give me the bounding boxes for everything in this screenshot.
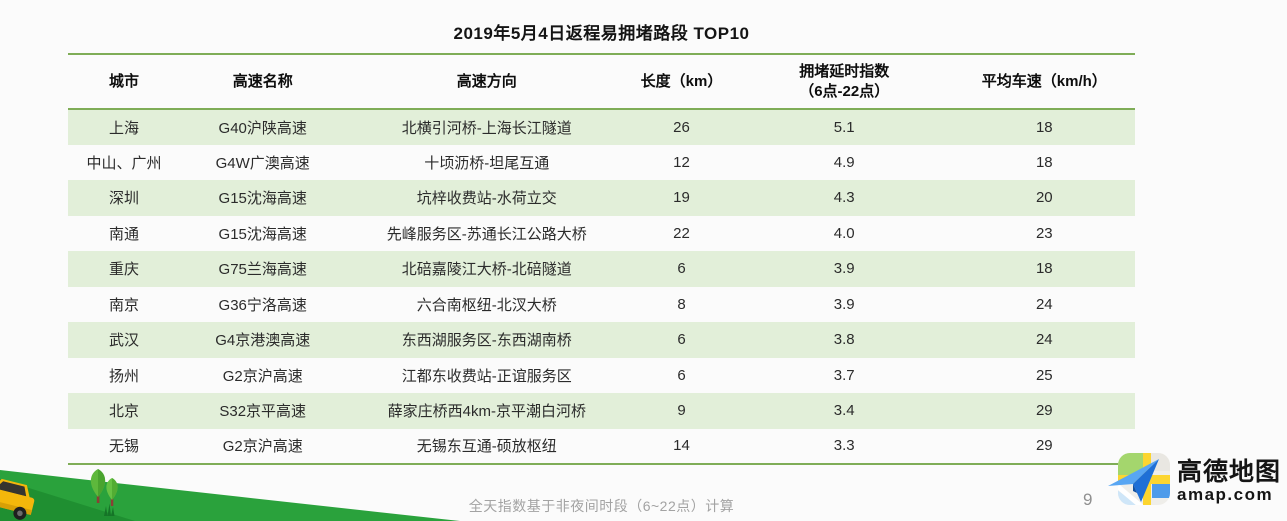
table-row: 扬州 G2京沪高速 江都东收费站-正谊服务区 6 3.7 25 <box>68 358 1135 394</box>
table-cell: 12 <box>673 153 690 171</box>
table-cell: 8 <box>677 295 686 313</box>
table-row: 上海 G40沪陕高速 北横引河桥-上海长江隧道 26 5.1 18 <box>68 109 1135 145</box>
table-cell: 26 <box>673 118 690 136</box>
table-cell: 4.0 <box>833 224 855 242</box>
table-cell: 十顷沥桥-坦尾互通 <box>424 154 550 172</box>
table-cell: 无锡 <box>109 438 140 456</box>
table-cell: 北横引河桥-上海长江隧道 <box>401 119 572 137</box>
table-cell: 5.1 <box>833 118 855 136</box>
table-cell: 25 <box>1035 366 1053 384</box>
table-cell: 无锡东互通-硕放枢纽 <box>416 438 557 456</box>
table-cell: 薛家庄桥西4km-京平潮白河桥 <box>387 403 586 421</box>
table-cell: G4京港澳高速 <box>215 332 311 350</box>
paper-plane-icon <box>1108 459 1159 502</box>
table-cell: G36宁洛高速 <box>218 296 307 314</box>
table-header: 城市 高速名称 高速方向 长度（km） 拥堵延时指数 （6点-22点） 平均车速（km/h） <box>68 54 1135 109</box>
table-cell: G2京沪高速 <box>222 438 303 456</box>
page-title: 2019年5月4日返程易拥堵路段 TOP10 <box>453 24 750 43</box>
amap-map-plane-icon <box>1108 453 1170 505</box>
table-cell: 北京 <box>109 403 140 421</box>
table-row: 南京 G36宁洛高速 六合南枢纽-北汊大桥 8 3.9 24 <box>68 287 1135 323</box>
table-cell: 南京 <box>109 296 140 314</box>
table-cell: 扬州 <box>109 367 140 385</box>
congestion-table: 城市 高速名称 高速方向 长度（km） 拥堵延时指数 （6点-22点） 平均车速（km/h）… <box>68 53 1135 465</box>
table-cell: 3.8 <box>833 331 855 349</box>
amap-logo-text: 高德地图 amap.com <box>1177 457 1282 505</box>
table-row: 武汉 G4京港澳高速 东西湖服务区-东西湖南桥 6 3.8 24 <box>68 322 1135 358</box>
table-cell: 深圳 <box>109 190 140 208</box>
table-cell: 北碚嘉陵江大桥-北碚隧道 <box>401 261 572 279</box>
table-cell: 20 <box>1035 189 1053 207</box>
table-cell: 江都东收费站-正谊服务区 <box>401 367 572 385</box>
table-cell: 24 <box>1035 331 1053 349</box>
table-row: 重庆 G75兰海高速 北碚嘉陵江大桥-北碚隧道 6 3.9 18 <box>68 251 1135 287</box>
amap-logo: 高德地图 amap.com <box>1106 451 1281 513</box>
table-row: 中山、广州 G4W广澳高速 十顷沥桥-坦尾互通 12 4.9 18 <box>68 145 1135 181</box>
table-cell: 南通 <box>109 225 140 243</box>
table-cell: 29 <box>1035 437 1053 455</box>
table-cell: 先峰服务区-苏通长江公路大桥 <box>386 225 587 243</box>
table-cell: 3.9 <box>833 260 855 278</box>
table-cell: S32京平高速 <box>219 403 307 421</box>
table-cell: 上海 <box>109 119 140 137</box>
table-cell: 中山、广州 <box>86 154 162 172</box>
table-cell: 18 <box>1035 153 1053 171</box>
table-cell: G2京沪高速 <box>222 367 303 385</box>
table-cell: G40沪陕高速 <box>218 119 307 137</box>
yellow-car-icon <box>0 478 35 520</box>
table-cell: 3.3 <box>833 437 855 455</box>
table-cell: 18 <box>1035 260 1053 278</box>
column-header: 拥堵延时指数 （6点-22点） <box>799 63 890 100</box>
table-cell: 6 <box>677 331 686 349</box>
column-header: 城市 <box>109 72 140 90</box>
table-row: 深圳 G15沈海高速 坑梓收费站-水荷立交 19 4.3 20 <box>68 180 1135 216</box>
table-cell: G4W广澳高速 <box>215 154 310 172</box>
table-cell: 6 <box>677 366 686 384</box>
table-cell: 18 <box>1035 118 1053 136</box>
table-cell: 14 <box>673 437 690 455</box>
table-cell: G15沈海高速 <box>218 190 307 208</box>
table-cell: 3.4 <box>833 402 855 420</box>
table-cell: 坑梓收费站-水荷立交 <box>416 190 557 208</box>
table-row: 无锡 G2京沪高速 无锡东互通-硕放枢纽 14 3.3 29 <box>68 429 1135 465</box>
table-cell: 22 <box>673 224 690 242</box>
table-body: 上海 G40沪陕高速 北横引河桥-上海长江隧道 26 5.1 18 中山、广州 G4W广澳高速… <box>68 109 1135 464</box>
column-header: 高速方向 <box>456 72 517 90</box>
table-cell: 4.9 <box>833 153 855 171</box>
table-row: 南通 G15沈海高速 先峰服务区-苏通长江公路大桥 22 4.0 23 <box>68 216 1135 252</box>
table-cell: 6 <box>677 260 686 278</box>
table-cell: G15沈海高速 <box>218 225 307 243</box>
table-cell: 六合南枢纽-北汊大桥 <box>416 296 557 314</box>
table-cell: G75兰海高速 <box>218 261 307 279</box>
table-header-row: 城市 高速名称 高速方向 长度（km） 拥堵延时指数 （6点-22点） 平均车速（km/h） <box>68 54 1135 109</box>
table-row: 北京 S32京平高速 薛家庄桥西4km-京平潮白河桥 9 3.4 29 <box>68 393 1135 429</box>
table-cell: 29 <box>1035 402 1053 420</box>
table-cell: 9 <box>677 402 686 420</box>
amap-logo-name: 高德地图 <box>1177 457 1282 486</box>
table-cell: 23 <box>1035 224 1053 242</box>
table-cell: 24 <box>1035 295 1053 313</box>
footer-note: 全天指数基于非夜间时段（6~22点）计算 <box>468 498 735 514</box>
table-cell: 东西湖服务区-东西湖南桥 <box>401 332 572 350</box>
column-header: 长度（km） <box>640 72 723 90</box>
table-cell: 3.9 <box>833 295 855 313</box>
column-header: 平均车速（km/h） <box>981 72 1107 90</box>
table-cell: 3.7 <box>833 366 855 384</box>
table-cell: 武汉 <box>109 332 140 350</box>
table-cell: 4.3 <box>833 189 855 207</box>
page-number: 9 <box>1083 490 1093 509</box>
amap-logo-domain: amap.com <box>1177 485 1274 505</box>
table-cell: 19 <box>673 189 690 207</box>
column-header: 高速名称 <box>232 72 293 90</box>
table-cell: 重庆 <box>109 261 140 279</box>
